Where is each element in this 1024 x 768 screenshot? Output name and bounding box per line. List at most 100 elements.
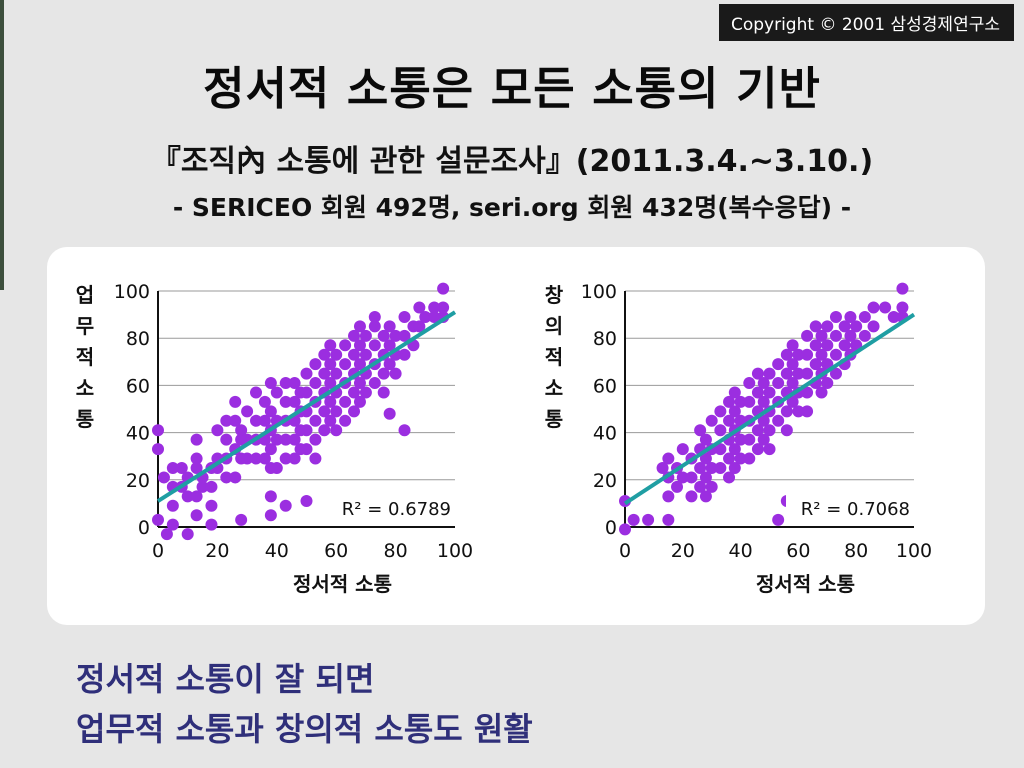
chart-1-data-point (359, 386, 372, 399)
chart-2-data-point (671, 480, 684, 493)
chart-1-data-point (270, 433, 283, 446)
chart-1-data-point (359, 329, 372, 342)
chart-1-data-point (175, 462, 188, 474)
chart-1-x-tick-label: 80 (384, 540, 408, 562)
chart-2-data-point (743, 452, 756, 465)
chart-1-data-point (330, 367, 343, 380)
chart-1-y-tick-label: 20 (126, 470, 150, 492)
chart-2-data-point (723, 395, 736, 408)
chart-2-data-point (772, 414, 785, 427)
chart-2-y-tick-label: 0 (605, 517, 617, 539)
chart-2-data-point (844, 329, 857, 342)
chart-1-data-point (330, 348, 343, 361)
chart-1-data-point (389, 329, 402, 342)
chart-2-data-point (815, 348, 828, 361)
chart-2-data-point (815, 329, 828, 342)
chart-2-y-tick-label: 20 (593, 470, 617, 492)
chart-2-data-point (751, 443, 764, 456)
chart-1-data-point (258, 414, 271, 427)
chart-1-data-point (229, 471, 242, 484)
chart-2-data-point (850, 320, 863, 333)
chart-2-data-point (728, 386, 741, 399)
chart-1-x-tick-label: 100 (437, 540, 473, 562)
chart-2-x-tick-label: 100 (896, 540, 932, 562)
chart-2-x-tick-label: 60 (786, 540, 810, 562)
chart-1-data-point (353, 320, 366, 333)
chart-1-data-point (348, 329, 361, 342)
chart-2-data-point (829, 329, 842, 342)
chart-2-data-point (734, 433, 747, 446)
chart-1-data-point (166, 499, 179, 512)
chart-1-annotation-box (327, 493, 453, 523)
chart-2-data-point (699, 433, 712, 446)
chart-2-data-point (786, 358, 799, 371)
chart-1-data-point (190, 509, 203, 522)
chart-1-data-point (190, 462, 203, 474)
chart-2-data-point (780, 405, 793, 418)
chart-2-data-point (801, 405, 814, 418)
chart-1-data-point (359, 348, 372, 361)
chart-2-data-point (662, 490, 675, 503)
chart-1-data-point (220, 433, 233, 446)
chart-2-data-point (801, 348, 814, 361)
chart-2-x-tick-label: 0 (619, 540, 631, 562)
chart-1-data-point (353, 395, 366, 408)
chart-2-data-point (728, 405, 741, 418)
chart-2-data-point (751, 424, 764, 437)
chart-1-data-point (413, 301, 426, 314)
chart-2-data-point (815, 386, 828, 399)
chart-1-x-tick-label: 0 (152, 540, 164, 562)
chart-1-data-point (413, 320, 426, 333)
chart-1-data-point (264, 443, 277, 456)
chart-1-data-point (368, 339, 381, 352)
chart-1-y-tick-label: 60 (126, 375, 150, 397)
chart-2-data-point (763, 424, 776, 437)
chart-2-data-point (801, 386, 814, 399)
chart-1-data-point (220, 471, 233, 484)
chart-1-data-point (383, 407, 396, 420)
chart-1-data-point (157, 471, 170, 484)
chart-2-annotation-box (786, 493, 912, 523)
chart-2-data-point (714, 405, 727, 418)
chart-2-data-point (786, 395, 799, 408)
chart-1-data-point (279, 433, 292, 446)
chart-2-data-point (714, 462, 727, 474)
chart-2-data-point (809, 320, 822, 333)
chart-2-data-point (786, 377, 799, 390)
chart-1-data-point (152, 424, 164, 437)
chart-1-data-point (309, 377, 322, 390)
chart-2-data-point (780, 367, 793, 380)
chart-1-data-point (377, 386, 390, 399)
chart-2-data-point (838, 320, 851, 333)
chart-1-data-point (205, 518, 218, 531)
chart-1-data-point (383, 358, 396, 371)
page-title: 정서적 소통은 모든 소통의 기반 (203, 62, 821, 115)
chart-1-data-point (264, 509, 277, 522)
chart-1-y-tick-label: 80 (126, 328, 150, 350)
chart-1-y-tick-label: 100 (114, 281, 150, 303)
chart-2-data-point (694, 424, 707, 437)
chart-2-data-point (685, 471, 698, 484)
chart-1-data-point (353, 339, 366, 352)
chart-2-data-point (723, 452, 736, 465)
chart-2-data-point (734, 395, 747, 408)
chart-1-x-tick-label: 60 (324, 540, 348, 562)
conclusion-line-1: 정서적 소통이 잘 되면 (76, 660, 375, 698)
chart-2-data-point (792, 367, 805, 380)
chart-2-data-point (656, 462, 669, 474)
chart-1-data-point (339, 395, 352, 408)
chart-1-data-point (300, 386, 313, 399)
chart-2-data-point (772, 377, 785, 390)
chart-1-data-point (324, 395, 337, 408)
chart-1-data-point (318, 405, 331, 418)
chart-2-data-point (792, 405, 805, 418)
chart-2-data-point (676, 471, 689, 484)
chart-1-x-axis-label: 정서적 소통 (293, 572, 392, 596)
chart-1-data-point (389, 367, 402, 380)
chart-1-data-point (348, 348, 361, 361)
chart-1-data-point (330, 405, 343, 418)
chart-2-data-point (694, 480, 707, 493)
chart-1-data-point (348, 386, 361, 399)
